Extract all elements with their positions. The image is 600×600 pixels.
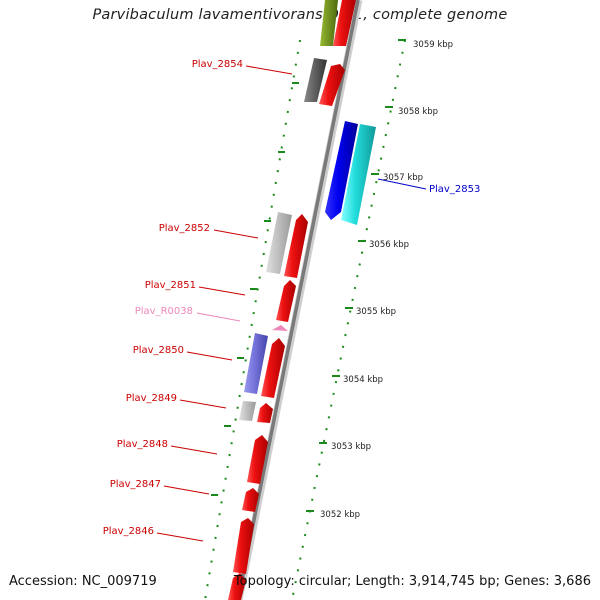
gene-label-plav-r0038[interactable]: Plav_R0038 bbox=[135, 306, 193, 317]
gene-plav-2852-red bbox=[284, 214, 308, 278]
scale-label: 3052 kbp bbox=[320, 510, 360, 520]
scale-label: 3059 kbp bbox=[413, 40, 453, 50]
scale-label: 3055 kbp bbox=[356, 307, 396, 317]
gene-red-bottom bbox=[228, 573, 246, 600]
gene-plav-2849-red bbox=[257, 403, 273, 423]
gene-plav-r0038-rna bbox=[272, 325, 288, 331]
gene-label-plav-2852[interactable]: Plav_2852 bbox=[159, 223, 210, 234]
scale-label: 3053 kbp bbox=[331, 442, 371, 452]
gene-label-plav-2851[interactable]: Plav_2851 bbox=[145, 280, 196, 291]
gene-plav-2853-blue bbox=[325, 121, 358, 220]
gene-label-plav-2849[interactable]: Plav_2849 bbox=[126, 393, 177, 404]
leader-lines bbox=[156, 65, 427, 542]
gene-plav-2848-red bbox=[247, 435, 268, 484]
gene-plav-2846-red bbox=[233, 518, 254, 574]
tick-marks bbox=[211, 39, 406, 512]
scale-label: 3058 kbp bbox=[398, 107, 438, 117]
genome-title: Parvibaculum lavamentivorans DS-1, compl… bbox=[92, 7, 508, 23]
scale-label: 3056 kbp bbox=[369, 240, 409, 250]
gene-plav-2854-gray bbox=[304, 58, 327, 102]
gene-label-plav-2854[interactable]: Plav_2854 bbox=[192, 59, 243, 70]
gene-plav-2850-red bbox=[261, 338, 285, 398]
gene-label-plav-2850[interactable]: Plav_2850 bbox=[133, 345, 184, 356]
gene-plav-2852-lgray bbox=[266, 212, 292, 274]
gene-red-top bbox=[333, 0, 356, 46]
gene-label-plav-2847[interactable]: Plav_2847 bbox=[110, 479, 161, 490]
gene-plav-2853-cyan bbox=[341, 124, 376, 225]
gene-arrows bbox=[228, 0, 376, 600]
gene-label-plav-2846[interactable]: Plav_2846 bbox=[103, 526, 154, 537]
genome-backbone bbox=[235, 0, 363, 600]
gene-label-plav-2848[interactable]: Plav_2848 bbox=[117, 439, 168, 450]
scale-label: 3054 kbp bbox=[343, 375, 383, 385]
gene-label-plav-2853[interactable]: Plav_2853 bbox=[429, 184, 480, 195]
gene-plav-2847-red bbox=[242, 488, 259, 512]
gene-plav-2854-red bbox=[319, 64, 345, 106]
gene-plav-2850-purple bbox=[244, 333, 268, 394]
gene-olive-top bbox=[320, 0, 338, 46]
genome-summary: Topology: circular; Length: 3,914,745 bp… bbox=[233, 574, 591, 589]
scale-label: 3057 kbp bbox=[383, 173, 423, 183]
gene-plav-2851-red bbox=[276, 280, 296, 322]
accession-label: Accession: NC_009719 bbox=[9, 574, 157, 589]
gene-plav-2849-lgray bbox=[239, 401, 256, 421]
